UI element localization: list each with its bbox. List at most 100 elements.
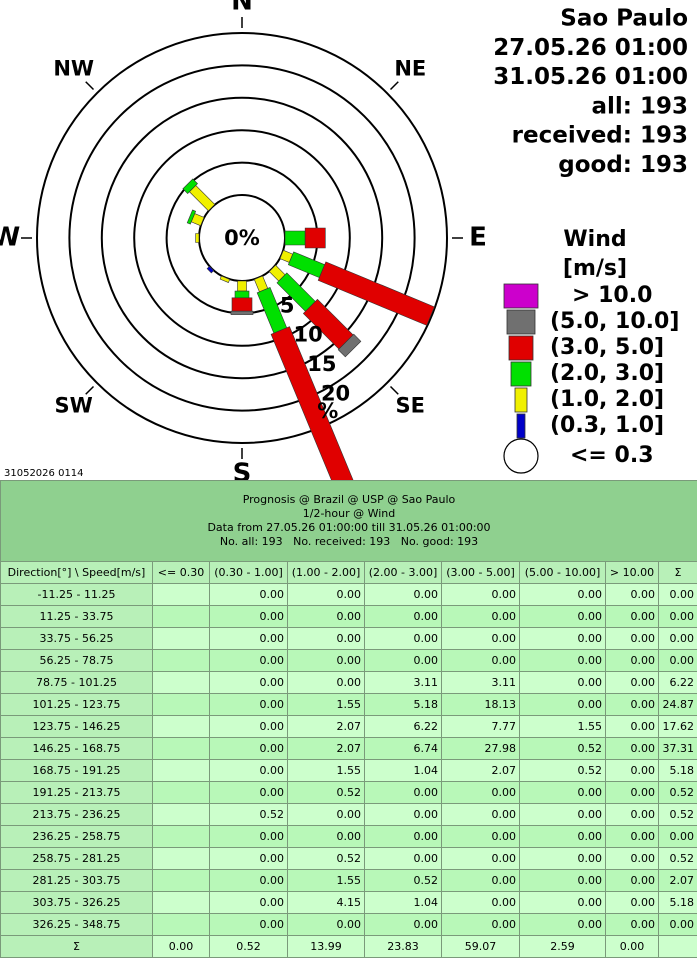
caption-line: 1/2-hour @ Wind [302,507,396,520]
cell: 0.00 [658,913,697,936]
cell: 0.00 [209,781,288,804]
ring-label: 5 [280,293,295,317]
cell [152,825,210,848]
cell: 1.55 [287,869,365,892]
direction-label: 123.75 - 146.25 [0,715,153,738]
column-header: Σ [658,561,697,584]
cell: 0.00 [605,847,659,870]
cell: 0.00 [441,847,520,870]
legend-label: (5.0, 10.0] [550,309,679,334]
cell: 37.31 [658,737,697,760]
legend-unit: [m/s] [563,256,627,281]
cell: 0.00 [287,913,365,936]
cell: 7.77 [441,715,520,738]
legend-swatch [516,413,526,439]
wind-bar [284,230,306,246]
legend-title: Wind [563,227,626,252]
cell: 0.00 [287,671,365,694]
cell: 0.52 [364,869,442,892]
cell: 0.00 [209,913,288,936]
cell: 0.00 [441,825,520,848]
compass-tick [389,81,399,91]
cell: 5.18 [658,891,697,914]
cell: 0.00 [519,605,606,628]
ring-label: 10 [294,323,323,347]
cell: 2.07 [287,715,365,738]
cell [152,891,210,914]
cell [152,847,210,870]
cell: 0.00 [658,627,697,650]
cell: 0.00 [152,935,210,958]
cell: 0.00 [605,605,659,628]
header-row: Direction[°] \ Speed[m/s] <= 0.30 (0.30 - … [0,561,697,584]
table-row: 33.75 - 56.25 0.00 0.00 0.00 0.00 0.00 0.00 0.0… [0,627,697,650]
cell: 0.00 [605,583,659,606]
cell: 0.00 [364,825,442,848]
cell: 0.00 [519,583,606,606]
wind-bar [186,209,197,225]
cell: 0.00 [209,671,288,694]
info-line: all: 193 [591,93,688,119]
cell: 0.00 [209,825,288,848]
cell: 0.00 [605,627,659,650]
info-line: good: 193 [558,152,688,178]
table-row: 146.25 - 168.75 0.00 2.07 6.74 27.98 0.52 0.00… [0,737,697,760]
direction-label: 281.25 - 303.75 [0,869,153,892]
cell: 6.22 [364,715,442,738]
wind-bar [337,333,362,358]
cell: 0.00 [519,913,606,936]
cell: 2.07 [287,737,365,760]
cell: 0.00 [658,583,697,606]
cell: 1.55 [287,759,365,782]
wind-bar [234,290,250,299]
wind-bar [182,178,198,194]
direction-label: 303.75 - 326.25 [0,891,153,914]
legend-swatch [503,438,539,474]
cell: 0.00 [441,583,520,606]
cell: 13.99 [287,935,365,958]
cell: 0.00 [519,825,606,848]
legend-label: (0.3, 1.0] [550,413,664,438]
column-header: (3.00 - 5.00] [441,561,520,584]
compass-label: SE [396,393,425,417]
compass-label: SW [55,393,93,417]
cell: 0.52 [519,759,606,782]
cell: 0.00 [287,803,365,826]
bars [182,178,435,480]
info-line: Sao Paulo [560,6,688,32]
ring [68,64,416,412]
caption-line: Data from 27.05.26 01:00:00 till 31.05.2… [207,521,491,534]
cell: 0.00 [658,649,697,672]
cell: 2.07 [658,869,697,892]
cell [152,913,210,936]
direction-label: 236.25 - 258.75 [0,825,153,848]
cell: 0.52 [519,737,606,760]
cell: 0.00 [519,649,606,672]
table-row: 78.75 - 101.25 0.00 0.00 3.11 3.11 0.00 0.00 6.… [0,671,697,694]
cell [152,781,210,804]
ring [36,32,448,444]
cell: 0.00 [605,803,659,826]
wind-table: Prognosis @ Brazil @ USP @ Sao Paulo 1/2-… [0,480,697,958]
cell: 0.00 [605,935,659,958]
direction-label: 326.25 - 348.75 [0,913,153,936]
cell: 0.00 [605,891,659,914]
cell: 0.00 [209,715,288,738]
cell: 18.13 [441,693,520,716]
direction-label: 78.75 - 101.25 [0,671,153,694]
table-row: 281.25 - 303.75 0.00 1.55 0.52 0.00 0.00 0.00 2… [0,869,697,892]
cell [152,605,210,628]
column-header: Direction[°] \ Speed[m/s] [0,561,153,584]
direction-label: Σ [0,935,153,958]
legend-label: <= 0.3 [570,443,654,468]
cell: 0.00 [364,913,442,936]
cell [152,803,210,826]
cell [152,737,210,760]
table-row: -11.25 - 11.25 0.00 0.00 0.00 0.00 0.00 0.00 0.… [0,583,697,606]
cell: 0.00 [519,803,606,826]
ring [133,129,351,347]
cell: 6.74 [364,737,442,760]
cell: 0.00 [209,847,288,870]
cell [658,935,697,958]
